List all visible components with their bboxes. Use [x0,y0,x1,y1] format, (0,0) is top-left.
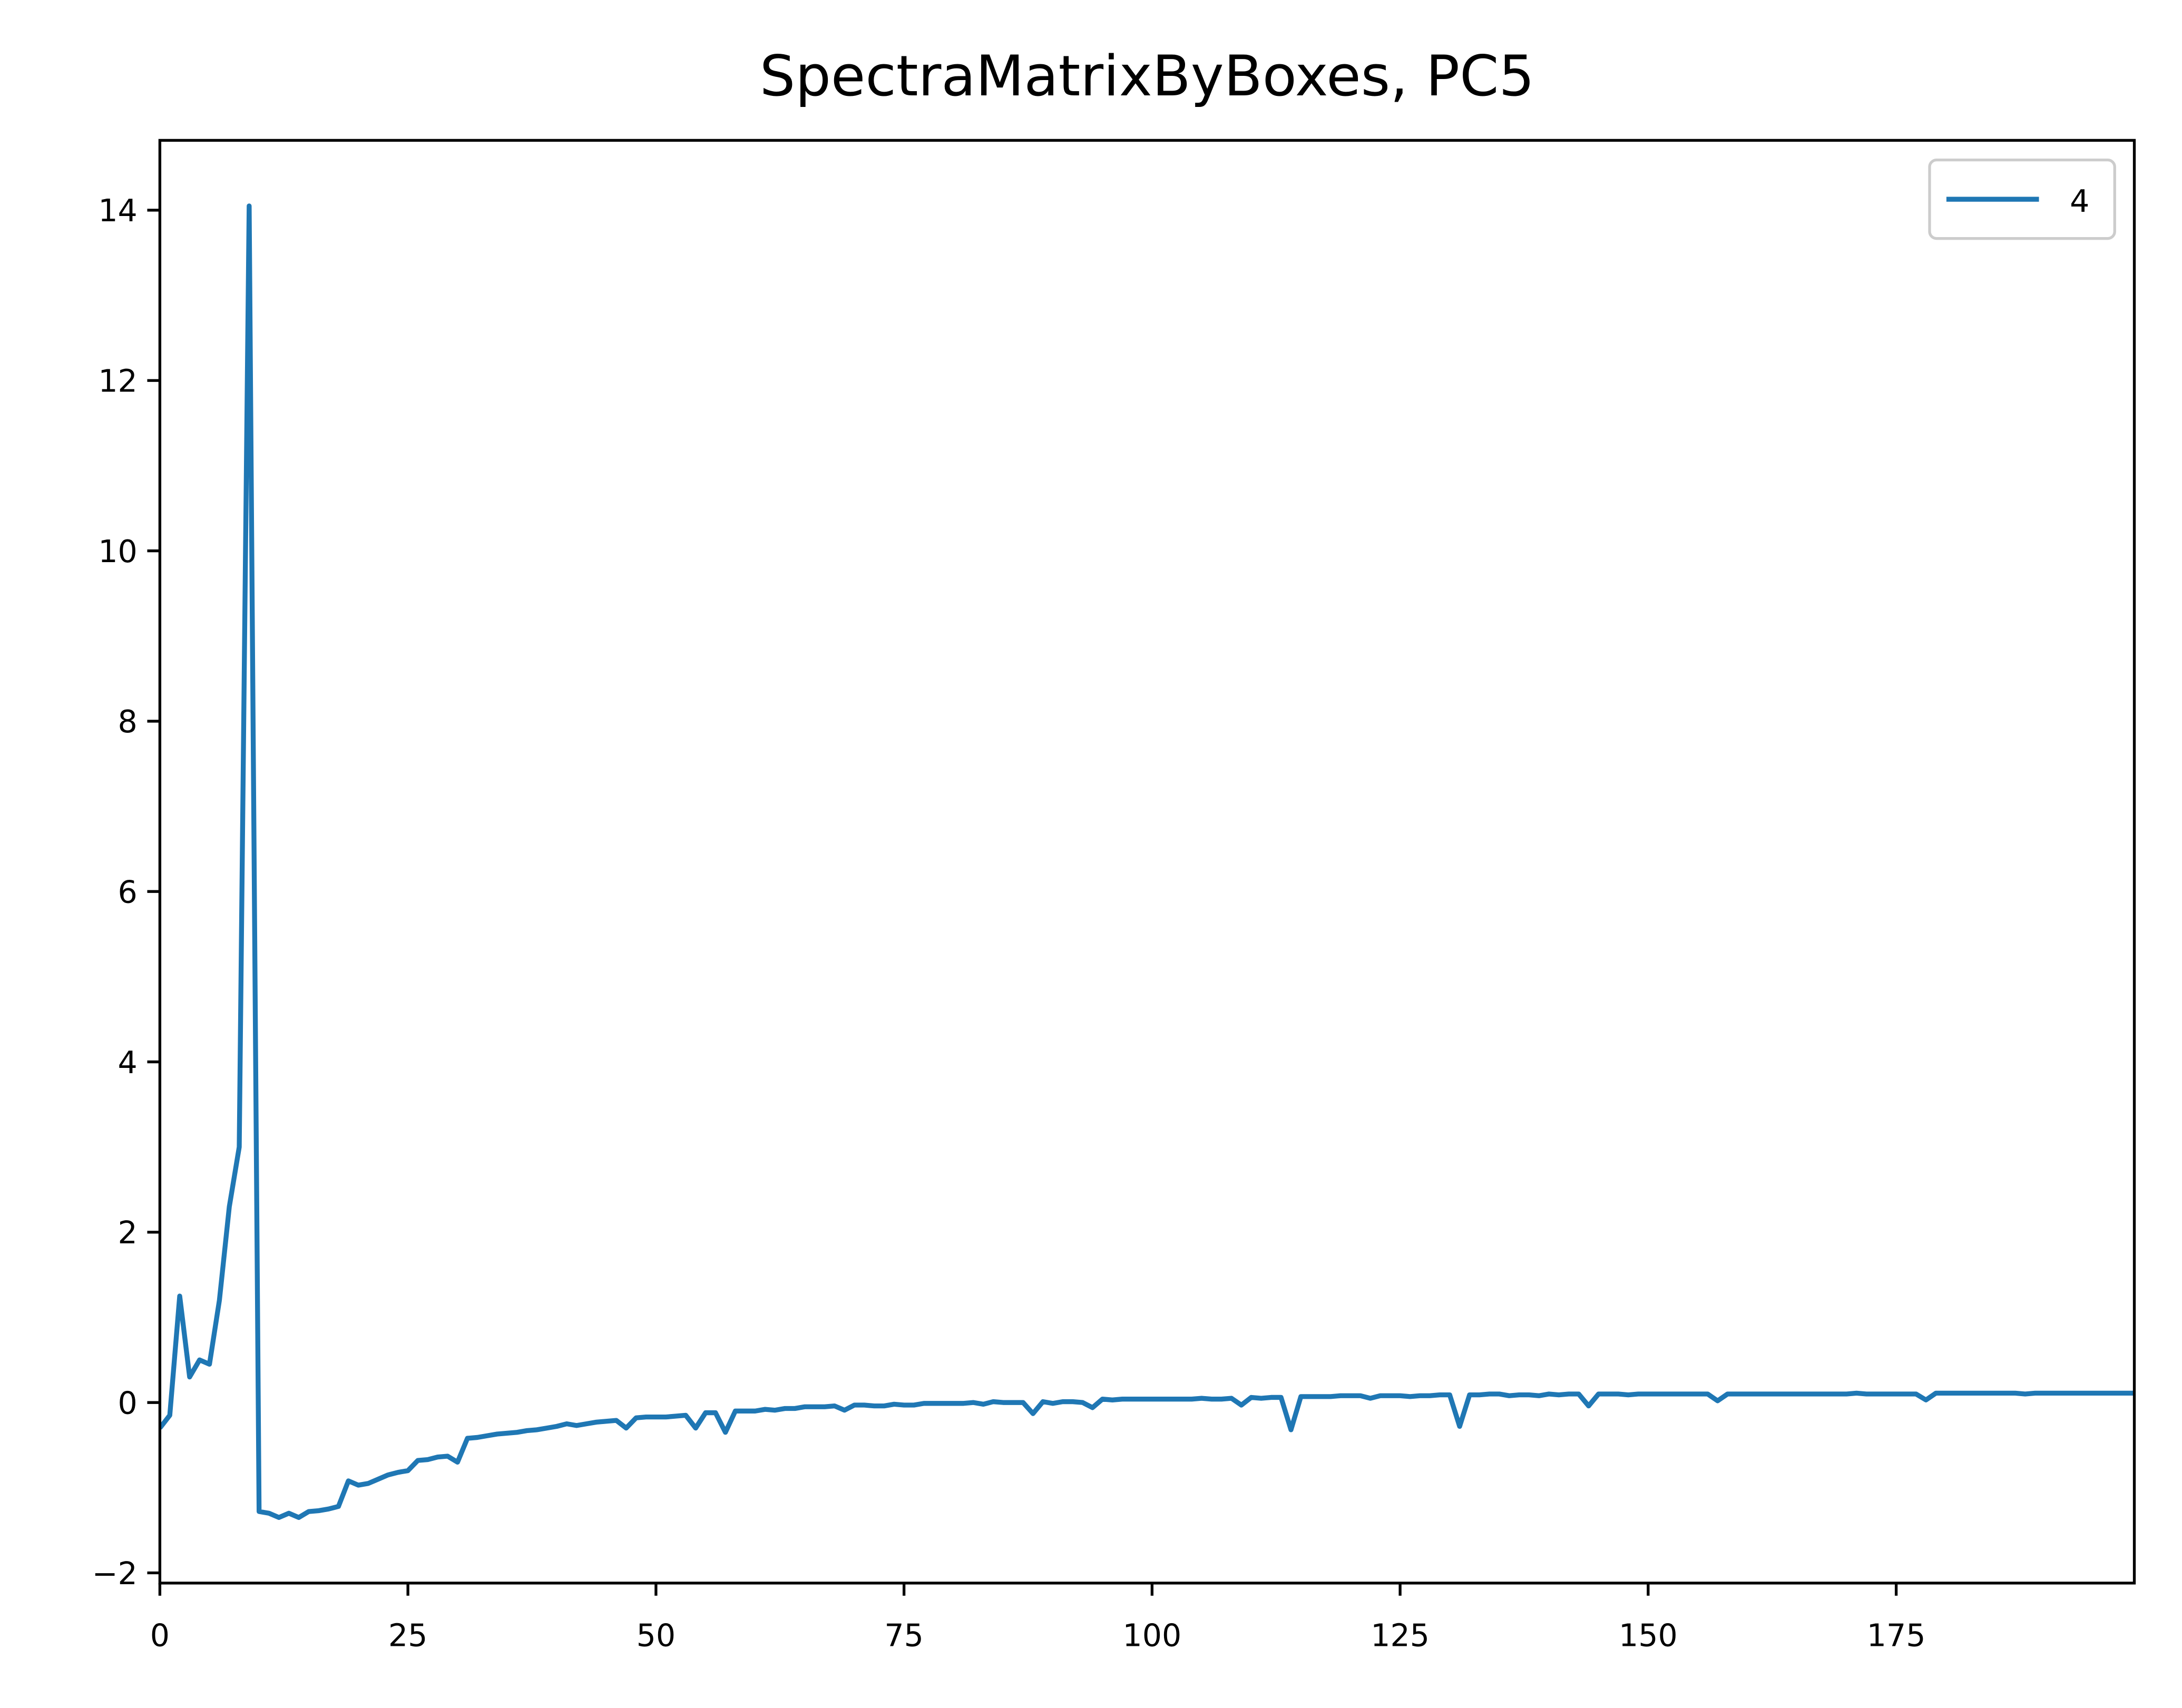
y-tick-label: 4 [118,1045,138,1081]
y-tick-label: 12 [98,364,137,399]
y-tick-label: −2 [92,1556,138,1592]
x-tick-label: 0 [150,1618,170,1654]
y-tick-label: 6 [118,875,138,910]
plot-frame [158,139,2136,1585]
y-tick-label: 2 [118,1215,138,1251]
x-tick-label: 25 [388,1618,427,1654]
x-tick-label: 50 [637,1618,676,1654]
line-series [160,203,2135,1520]
x-tick-label: 175 [1867,1618,1926,1654]
y-tick-label: 8 [118,704,138,740]
y-tick-label: 10 [98,534,137,570]
x-tick-label: 75 [884,1618,923,1654]
legend-label: 4 [2070,183,2089,219]
x-tick-label: 125 [1371,1618,1430,1654]
chart-title: SpectraMatrixByBoxes, PC5 [760,44,1534,109]
x-tick-label: 100 [1123,1618,1182,1654]
x-tick-label: 150 [1619,1618,1678,1654]
y-tick-label: 14 [98,193,137,229]
y-tick-label: 0 [118,1385,138,1421]
